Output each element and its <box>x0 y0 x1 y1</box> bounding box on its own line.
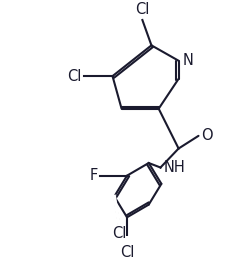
Text: N: N <box>182 53 193 68</box>
Text: Cl: Cl <box>135 2 149 17</box>
Text: NH: NH <box>163 160 185 175</box>
Text: F: F <box>90 168 98 183</box>
Text: Cl: Cl <box>120 245 134 259</box>
Text: Cl: Cl <box>112 226 126 241</box>
Text: O: O <box>201 128 213 143</box>
Text: Cl: Cl <box>67 69 82 84</box>
